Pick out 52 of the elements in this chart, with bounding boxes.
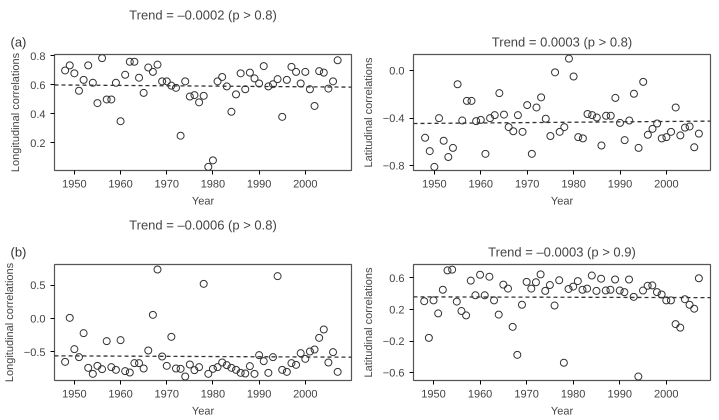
y-axis-title: Longitudinal correlations: [4, 262, 16, 382]
y-tick-label: 0.2: [389, 304, 405, 316]
y-tick-label: 0.6: [389, 272, 405, 285]
y-axis-title: Longitudinal correlations: [10, 52, 22, 172]
y-tick-label: 0.4: [30, 108, 46, 121]
x-tick-label: 1950: [62, 178, 87, 190]
y-tick-label: 0.6: [30, 80, 46, 92]
x-tick-label: 2000: [654, 178, 679, 190]
x-tick-label: 1970: [514, 388, 539, 400]
x-tick-label: 1980: [200, 388, 226, 400]
chart-title: Trend = –0.0002 (p > 0.8): [129, 8, 277, 22]
x-axis-title: Year: [192, 196, 214, 208]
x-tick-label: 1990: [607, 388, 632, 400]
x-tick-label: 1960: [108, 388, 133, 400]
x-tick-label: 1970: [154, 178, 179, 190]
y-tick-label: −0.5: [24, 346, 46, 359]
x-tick-label: 1960: [468, 178, 494, 190]
y-axis-title: Latitudinal correlations: [362, 266, 375, 378]
chart-title: Trend = 0.0003 (p > 0.8): [492, 34, 632, 50]
x-axis-title: Year: [192, 406, 214, 418]
x-tick-label: 1950: [422, 178, 447, 190]
y-axis-title: Latitudinal correlations: [362, 56, 375, 168]
y-tick-label: −0.6: [382, 368, 405, 380]
x-tick-label: 1960: [108, 178, 133, 190]
text: (a): [10, 34, 26, 50]
y-tick-label: −0.4: [382, 113, 405, 126]
y-tick-label: 0.0: [389, 66, 405, 78]
x-tick-label: 1960: [468, 388, 492, 400]
x-tick-label: 1950: [62, 388, 87, 400]
x-tick-label: 1980: [560, 388, 586, 400]
x-axis-title: Year: [550, 196, 574, 208]
x-tick-label: 2000: [654, 388, 679, 400]
y-tick-label: −0.8: [382, 160, 405, 173]
x-tick-label: 1950: [421, 388, 446, 400]
x-tick-label: 1970: [514, 178, 540, 190]
chart-title: Trend = –0.0006 (p > 0.8): [129, 218, 277, 232]
x-axis-title: Year: [550, 406, 574, 418]
chart-title: Trend = –0.0003 (p > 0.9): [488, 244, 636, 260]
y-tick-label: 0.8: [30, 50, 46, 63]
x-tick-label: 2000: [293, 178, 318, 190]
x-tick-label: 1980: [200, 178, 226, 190]
x-tick-label: 1980: [561, 178, 586, 190]
y-tick-label: 0.5: [30, 280, 46, 292]
y-tick-label: 0.2: [30, 138, 46, 150]
text: (b): [10, 244, 26, 260]
x-tick-label: 1990: [246, 178, 272, 190]
x-tick-label: 1970: [154, 388, 179, 400]
x-tick-label: 1990: [608, 178, 632, 190]
y-tick-label: −0.2: [382, 336, 405, 348]
x-tick-label: 1990: [246, 388, 272, 400]
x-tick-label: 2000: [293, 388, 318, 400]
y-tick-label: 0.0: [30, 314, 46, 326]
